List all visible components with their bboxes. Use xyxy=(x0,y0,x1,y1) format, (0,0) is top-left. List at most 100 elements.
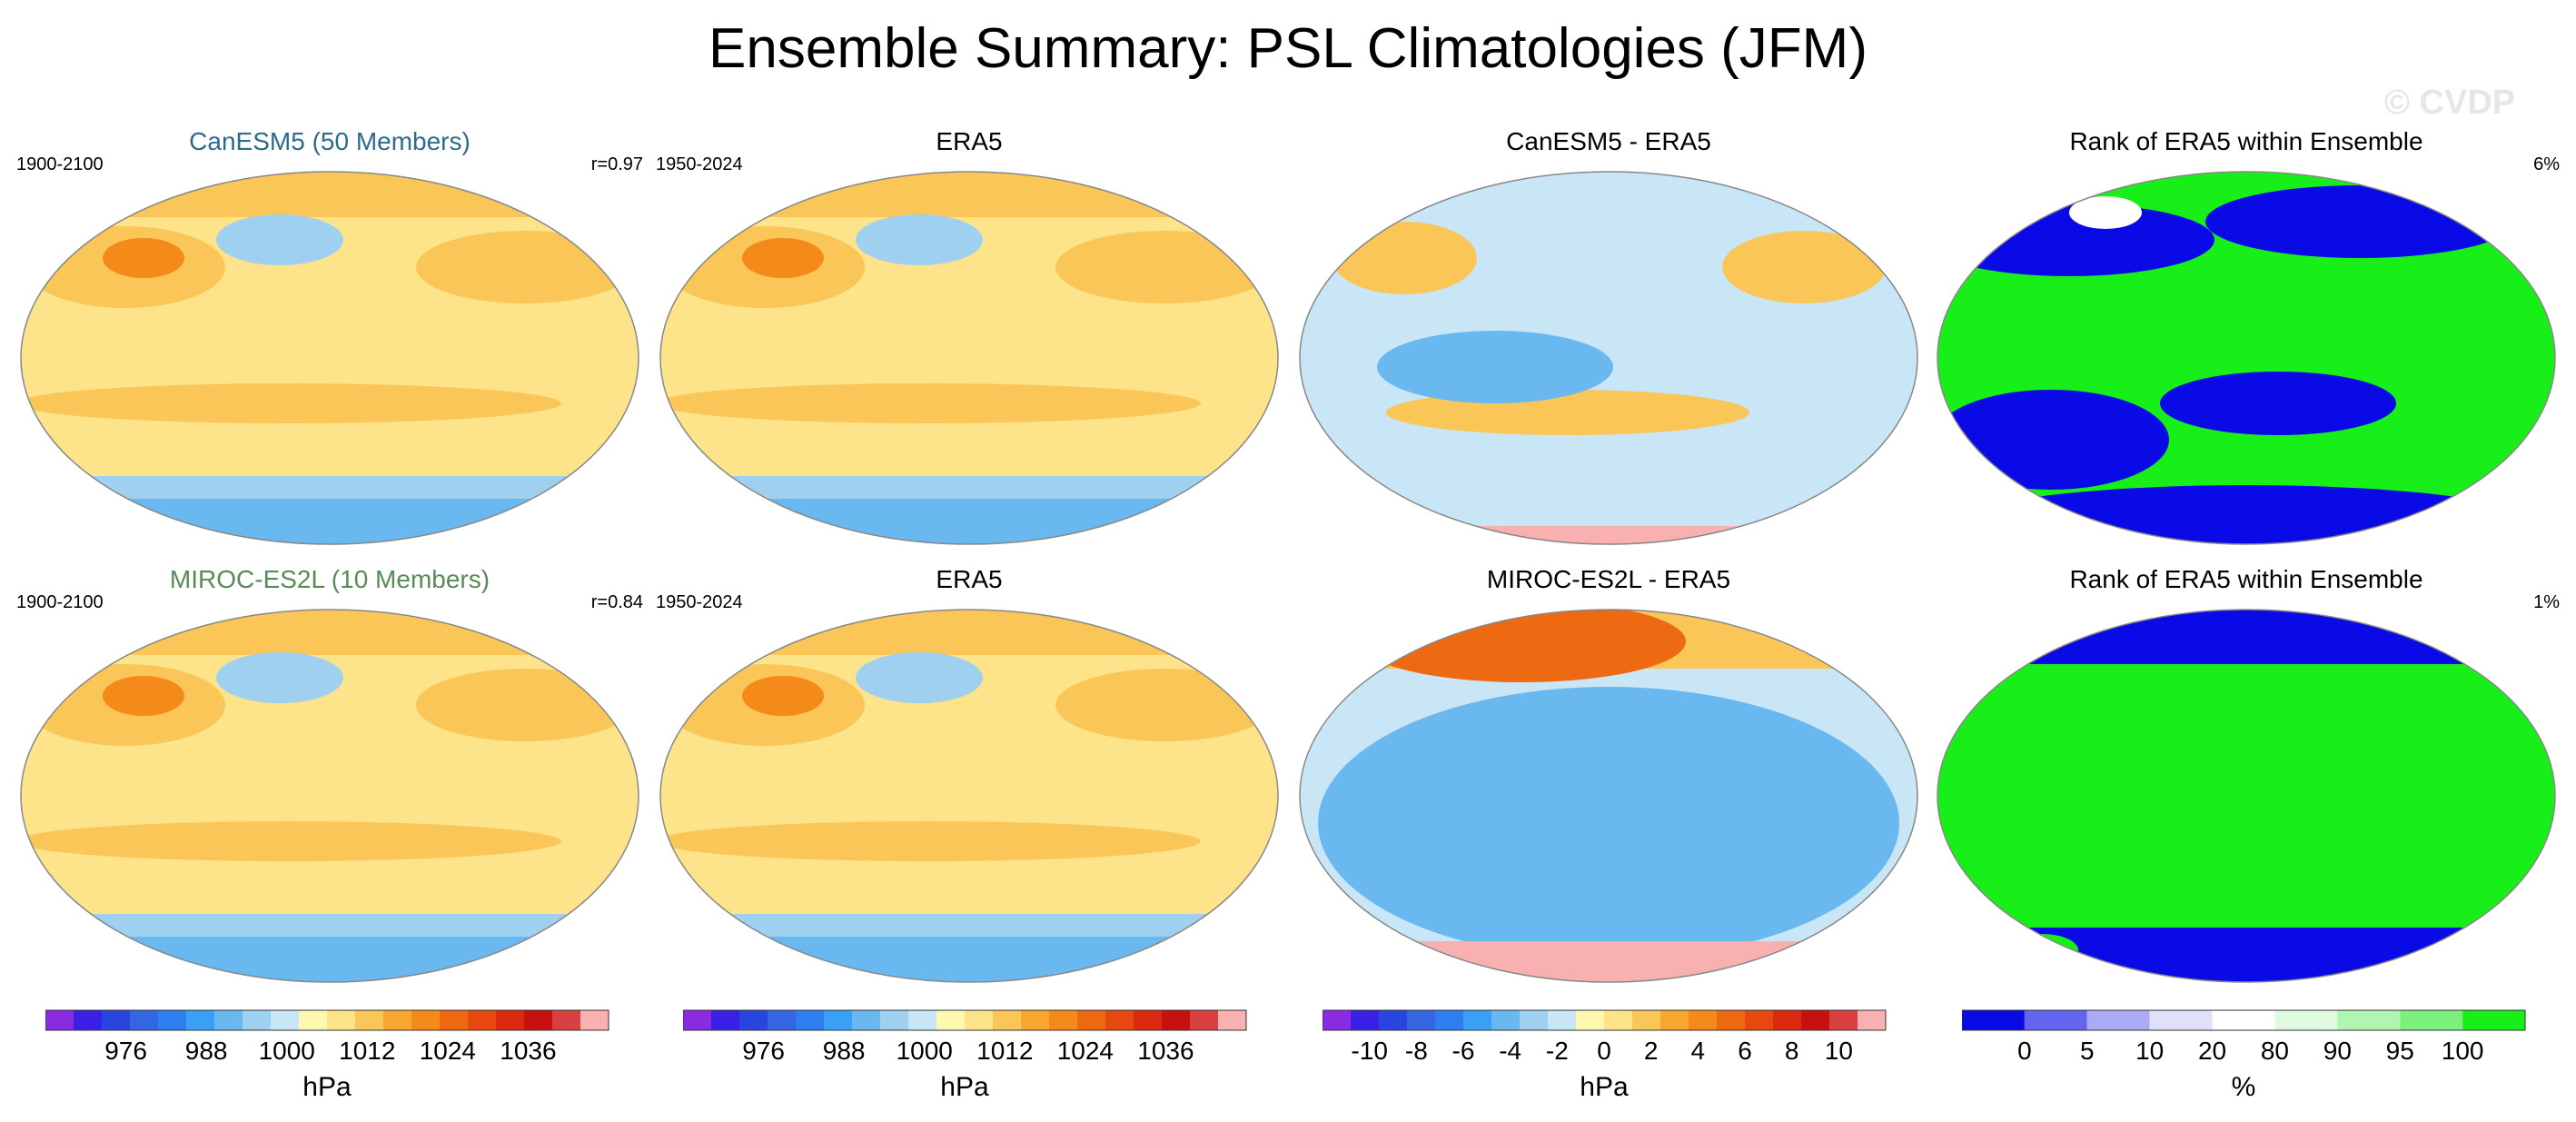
colorbar-tick-label: 1036 xyxy=(1137,1037,1194,1065)
colorbar-swatch xyxy=(1190,1010,1218,1030)
colorbar-tick-label: 1036 xyxy=(500,1037,556,1065)
field-low-aleutian xyxy=(216,214,343,265)
field-low-aleutian xyxy=(856,652,983,703)
map-outline xyxy=(1937,171,2556,545)
panel-miroc-minus-era5: MIROC-ES2L - ERA5 xyxy=(1295,565,1922,1038)
colorbar-swatch xyxy=(158,1010,186,1030)
map-field xyxy=(1937,172,2555,544)
colorbar-swatch xyxy=(936,1010,965,1030)
colorbar-tick-label: -8 xyxy=(1405,1037,1428,1065)
colorbar-swatch xyxy=(1548,1010,1576,1030)
colorbar-swatch xyxy=(2337,1010,2401,1030)
map-outline xyxy=(20,609,639,983)
panel-era5-rank-miroc: Rank of ERA5 within Ensemble 1% xyxy=(1933,565,2560,1038)
colorbar-swatch xyxy=(1134,1010,1162,1030)
map-outline xyxy=(659,609,1279,983)
field-rank-high-patch xyxy=(2006,934,2078,967)
colorbar-swatch xyxy=(1689,1010,1717,1030)
map-rank-canesm5 xyxy=(1937,171,2556,545)
colorbar-swatch xyxy=(411,1010,440,1030)
panel-period: 1950-2024 xyxy=(656,154,743,174)
colorbar-frame xyxy=(45,1009,609,1031)
map-era5-psl xyxy=(659,171,1279,545)
colorbar-swatch xyxy=(1660,1010,1689,1030)
colorbar-swatch xyxy=(186,1010,214,1030)
panel-miroc-climatology: MIROC-ES2L (10 Members) 1900-2100 r=0.84 xyxy=(16,565,643,1038)
map-outline xyxy=(659,171,1279,545)
cvdp-watermark: © CVDP xyxy=(2384,84,2516,122)
field-rank-low-antarctic xyxy=(1947,485,2546,544)
field-antarctic-positive xyxy=(1300,526,1917,544)
field-tropics-band xyxy=(660,760,1278,828)
panel-era5-climatology: ERA5 1950-2024 xyxy=(656,127,1283,600)
field-high-siberia xyxy=(742,676,824,716)
field-high-atlantic xyxy=(1055,231,1273,303)
panel-canesm5-minus-era5: CanESM5 - ERA5 xyxy=(1295,127,1922,600)
colorbar-tick-label: 1012 xyxy=(976,1037,1033,1065)
map-rank-miroc xyxy=(1937,609,2556,983)
colorbar-swatch xyxy=(1491,1010,1520,1030)
figure-title: Ensemble Summary: PSL Climatologies (JFM… xyxy=(708,17,1868,80)
colorbar-swatch xyxy=(2274,1010,2338,1030)
field-background xyxy=(1937,610,2555,982)
colorbar-swatch xyxy=(130,1010,158,1030)
colorbar-swatch xyxy=(552,1010,580,1030)
colorbar-swatch xyxy=(1379,1010,1407,1030)
colorbar-swatch xyxy=(711,1010,739,1030)
colorbar-swatch xyxy=(739,1010,768,1030)
panel-canesm5-climatology: CanESM5 (50 Members) 1900-2100 r=0.97 xyxy=(16,127,643,600)
colorbar-tick-label: -2 xyxy=(1546,1037,1569,1065)
field-antarctic-low xyxy=(21,937,639,982)
colorbar-swatch xyxy=(2462,1010,2525,1030)
colorbar-swatch xyxy=(243,1010,271,1030)
panel-rank-percent: 6% xyxy=(2533,154,2560,174)
colorbar-swatch xyxy=(852,1010,880,1030)
colorbar-swatch xyxy=(1218,1010,1246,1030)
colorbar-swatch xyxy=(1962,1010,2025,1030)
map-field xyxy=(1300,610,1917,982)
panel-era5-rank-canesm5: Rank of ERA5 within Ensemble 6% xyxy=(1933,127,2560,600)
colorbar-tick-label: 6 xyxy=(1738,1037,1752,1065)
field-subtropical-high xyxy=(660,383,1201,423)
colorbar-tick-label: 1012 xyxy=(339,1037,395,1065)
panel-title: CanESM5 - ERA5 xyxy=(1506,127,1711,155)
colorbar-psl-era5: 976 988 1000 1012 1024 1036 hPa xyxy=(683,1008,1301,1104)
panel-title: MIROC-ES2L - ERA5 xyxy=(1486,565,1731,593)
field-subtropical-high xyxy=(21,383,561,423)
colorbar-tick-label: 80 xyxy=(2261,1037,2289,1065)
field-subtropical-high xyxy=(21,821,561,861)
colorbar-tick-label: 1000 xyxy=(259,1037,315,1065)
panel-era5-climatology-2: ERA5 1950-2024 xyxy=(656,565,1283,1038)
colorbar-swatch xyxy=(102,1010,130,1030)
colorbar-tick-label: 2 xyxy=(1644,1037,1659,1065)
colorbar-unit: hPa xyxy=(1580,1072,1629,1102)
map-field xyxy=(21,610,639,982)
colorbar-swatch xyxy=(2086,1010,2150,1030)
map-canesm5-difference xyxy=(1299,171,1918,545)
map-outline xyxy=(1299,609,1918,983)
colorbar-swatch xyxy=(2024,1010,2087,1030)
colorbar-swatch xyxy=(1576,1010,1604,1030)
colorbar-swatch xyxy=(327,1010,355,1030)
field-subtropical-high xyxy=(660,821,1201,861)
map-outline xyxy=(20,171,639,545)
field-arctic-band xyxy=(21,172,639,217)
colorbar-tick-label: 1000 xyxy=(897,1037,953,1065)
colorbar-psl-difference: -10 -8 -6 -4 -2 0 2 4 6 8 10 hPa xyxy=(1323,1008,1940,1104)
field-antarctic-low xyxy=(660,937,1278,982)
panel-period: 1900-2100 xyxy=(16,154,104,174)
colorbar-swatches: 0 5 10 20 80 90 95 100 xyxy=(1962,1009,2526,1065)
colorbar-swatch xyxy=(524,1010,552,1030)
colorbar-tick-label: 0 xyxy=(2017,1037,2032,1065)
colorbar-psl-model: 976 988 1000 1012 1024 1036 hPa xyxy=(45,1008,663,1104)
colorbar-swatch xyxy=(1105,1010,1134,1030)
colorbar-swatch xyxy=(45,1010,74,1030)
field-high-siberia xyxy=(742,238,824,278)
colorbar-swatches: -10 -8 -6 -4 -2 0 2 4 6 8 10 xyxy=(1323,1009,1887,1065)
colorbar-tick-label: 976 xyxy=(742,1037,785,1065)
panel-title: ERA5 xyxy=(936,565,1003,593)
map-field xyxy=(660,610,1278,982)
panel-title: ERA5 xyxy=(936,127,1003,155)
colorbar-swatch xyxy=(1407,1010,1435,1030)
colorbar-swatch xyxy=(74,1010,102,1030)
